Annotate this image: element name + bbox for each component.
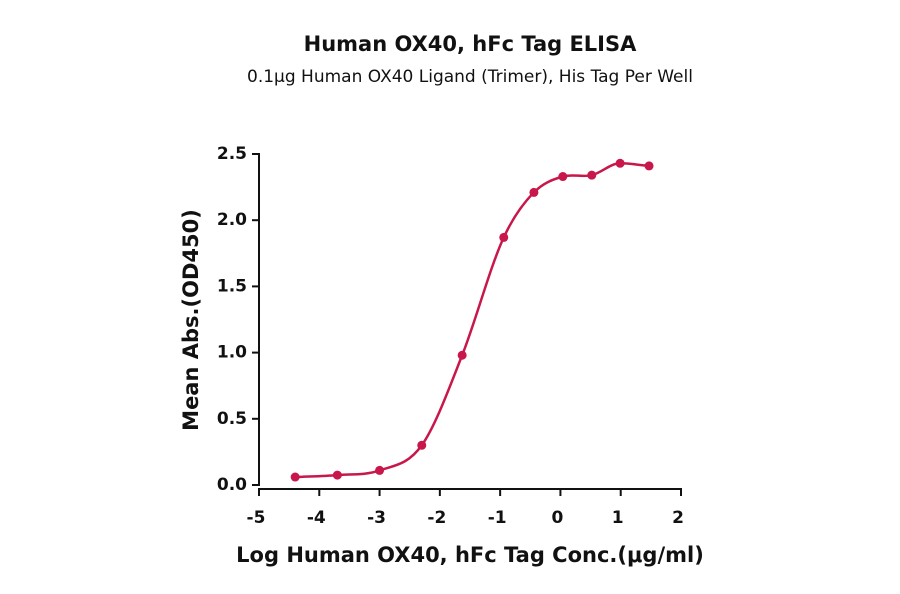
data-point [644,161,654,171]
data-point [587,170,597,180]
x-tick-label: -4 [307,508,326,528]
data-point [558,172,568,182]
x-axis-label: Log Human OX40, hFc Tag Conc.(μg/ml) [236,543,704,567]
x-tick-label: -3 [367,508,386,528]
x-tick-label: -5 [247,508,266,528]
fit-curve [295,162,650,479]
data-point [499,232,509,242]
data-point [332,470,342,480]
data-point [290,472,300,482]
y-tick-label: 1.0 [217,343,247,363]
chart-title: Human OX40, hFc Tag ELISA [304,32,637,56]
y-tick-label: 0.5 [217,409,247,429]
data-point [375,465,385,475]
data-point [615,158,625,168]
x-tick-label: -1 [488,508,507,528]
data-point [457,350,467,360]
y-tick-label: 0.0 [217,475,247,495]
y-tick-label: 2.0 [217,210,247,230]
x-tick-label: 2 [672,508,684,528]
chart-subtitle: 0.1μg Human OX40 Ligand (Trimer), His Ta… [247,67,693,87]
y-tick-label: 1.5 [217,276,247,296]
x-tick-label: 1 [612,508,624,528]
data-point [529,187,539,197]
y-axis-label: Mean Abs.(OD450) [179,209,203,431]
y-tick-label: 2.5 [217,144,247,164]
data-point [417,440,427,450]
x-tick-label: 0 [552,508,564,528]
x-tick-label: -2 [427,508,446,528]
